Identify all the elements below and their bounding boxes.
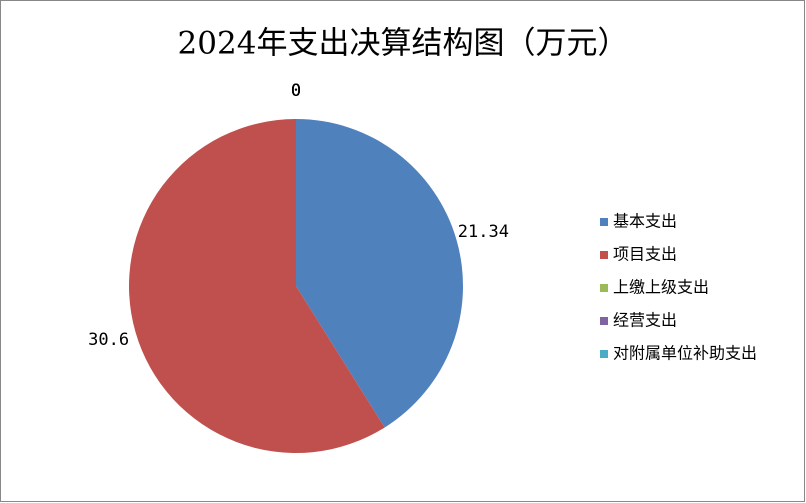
pie-slice [129, 119, 385, 453]
legend-swatch [600, 317, 608, 325]
data-label: 30.6 [88, 330, 129, 350]
legend-swatch [600, 284, 608, 292]
legend-swatch [600, 251, 608, 259]
data-label: 0 [291, 81, 301, 101]
legend-label: 上缴上级支出 [613, 278, 709, 297]
legend-label: 经营支出 [613, 311, 677, 330]
chart-title: 2024年支出决算结构图（万元） [178, 26, 629, 62]
legend-label: 项目支出 [613, 245, 677, 264]
legend-label: 对附属单位补助支出 [613, 344, 757, 363]
data-label: 0 [291, 81, 301, 101]
legend-swatch [600, 350, 608, 358]
data-label: 21.34 [458, 222, 509, 242]
data-label: 0 [291, 81, 301, 101]
legend-label: 基本支出 [613, 212, 677, 231]
pie-slice [296, 119, 463, 428]
legend-swatch [600, 218, 608, 226]
